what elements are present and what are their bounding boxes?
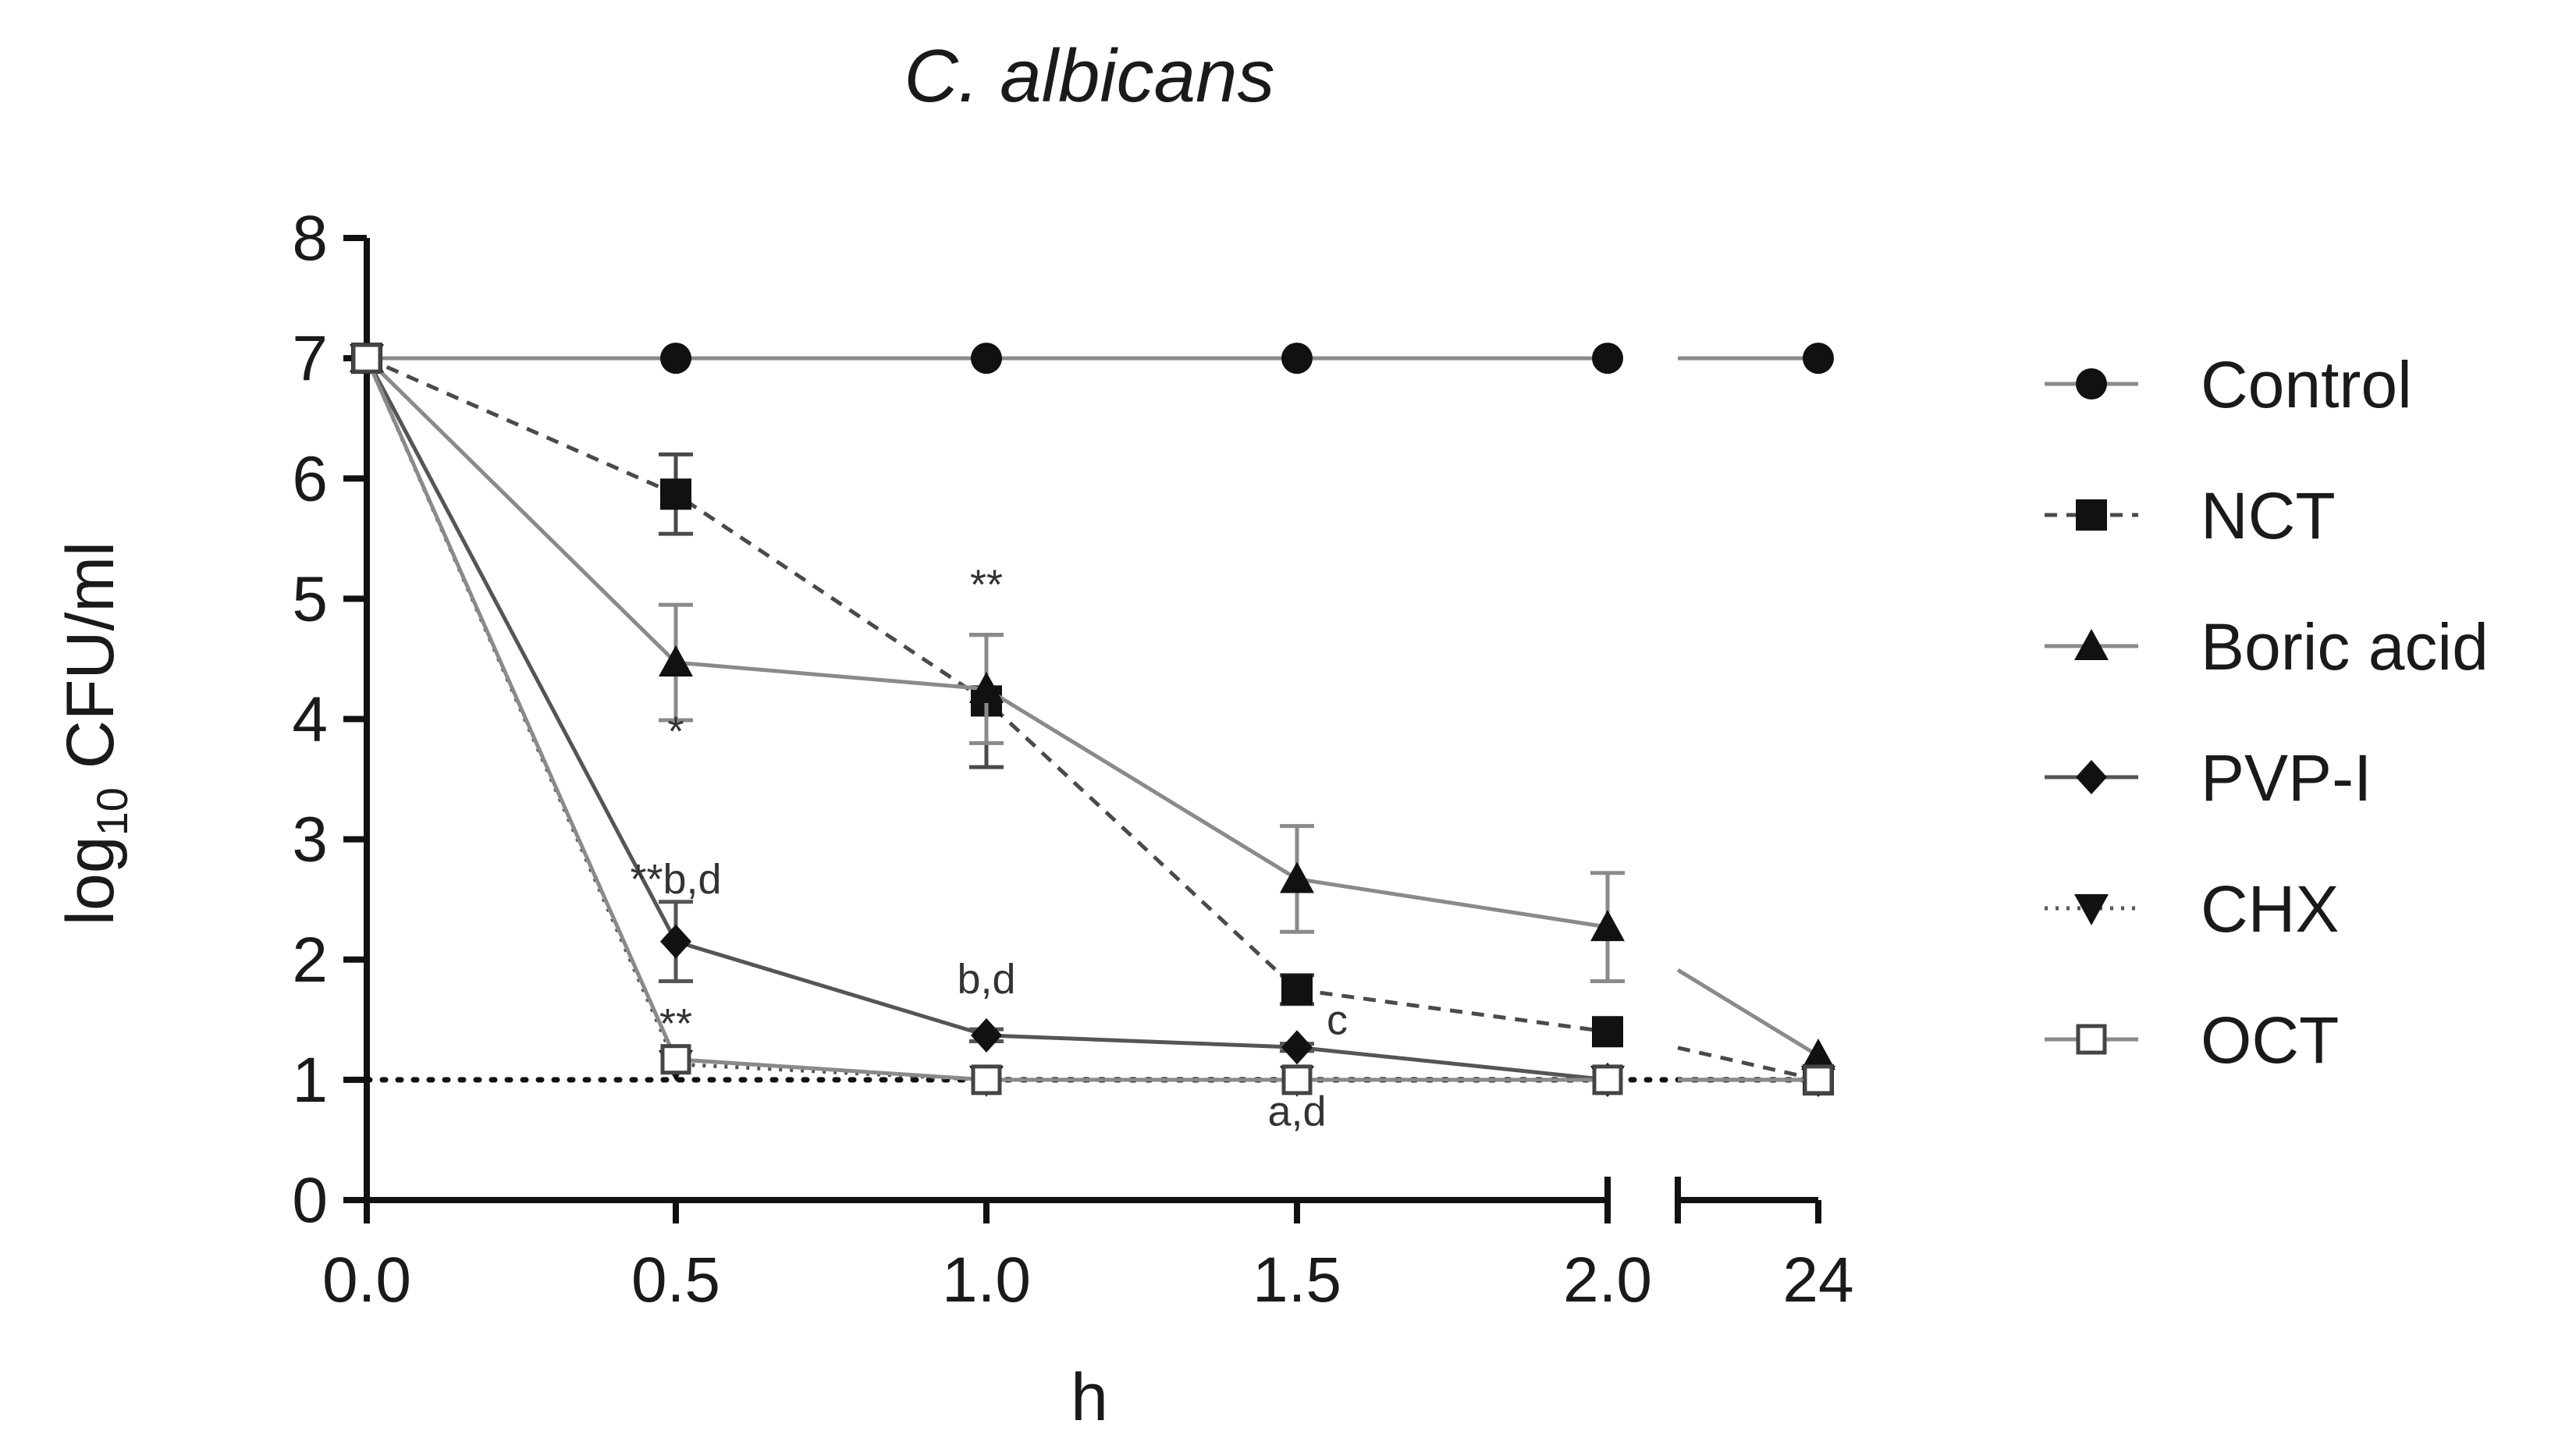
x-tick-label: 1.0 (942, 1245, 1031, 1316)
data-point (2076, 1024, 2107, 1055)
x-tick-label: 0.5 (631, 1245, 720, 1316)
legend-item: NCT (2045, 479, 2336, 552)
y-tick-label: 5 (292, 563, 328, 634)
annotation-label: * (667, 708, 684, 755)
x-tick-label: 1.5 (1253, 1245, 1341, 1316)
y-tick-label: 6 (292, 443, 328, 514)
x-tick-label: 0.0 (322, 1245, 411, 1316)
data-point (971, 1017, 1002, 1053)
y-axis-label: log10 CFU/ml (53, 542, 137, 925)
legend-item: CHX (2045, 872, 2339, 946)
data-point (2076, 368, 2107, 400)
annotation-label: c (1327, 996, 1348, 1043)
series-control (351, 343, 1834, 375)
data-point (1801, 1039, 1835, 1071)
y-tick-label: 8 (292, 203, 328, 274)
svg-text:log10 CFU/ml: log10 CFU/ml (53, 542, 137, 925)
data-point (2076, 760, 2107, 794)
x-axis-label: h (1071, 1360, 1108, 1435)
series-line (1676, 968, 1820, 1058)
y-axis-label-main: log (53, 836, 128, 925)
data-point (1803, 1064, 1834, 1096)
series-layer (350, 341, 1835, 1097)
legend-label: PVP-I (2201, 741, 2372, 815)
annotation-label: ** (970, 561, 1003, 608)
y-tick-label: 0 (292, 1165, 328, 1236)
data-point (1281, 1030, 1313, 1065)
x-tick-label: 24 (1782, 1245, 1853, 1316)
data-point (2074, 894, 2109, 925)
data-point (1803, 343, 1834, 375)
data-point (660, 343, 691, 375)
annotation-label: **b,d (630, 856, 721, 903)
y-tick-label: 1 (292, 1045, 328, 1116)
data-point (1592, 1016, 1623, 1048)
data-point (971, 343, 1002, 375)
legend-item: PVP-I (2045, 741, 2372, 815)
data-point (659, 645, 693, 677)
series-oct (351, 343, 1834, 1096)
annotation-label: ** (659, 1000, 692, 1047)
y-axis-label-rest: CFU/ml (53, 542, 128, 787)
data-point (2076, 499, 2107, 531)
legend-item: OCT (2045, 1003, 2339, 1077)
legend-label: CHX (2201, 872, 2339, 946)
data-point (1281, 1064, 1313, 1096)
x-axis: 0.0 0.5 1.0 1.5 2.0 24 (322, 1177, 1854, 1316)
data-point (660, 1044, 691, 1075)
legend: Control NCT Boric acid PVP-I CHX OCT (2045, 348, 2489, 1077)
data-point (660, 924, 691, 959)
x-tick-label: 2.0 (1563, 1245, 1652, 1316)
y-tick-label: 2 (292, 925, 328, 996)
annotation-layer: *****b,d**b,dca,d (630, 561, 1348, 1135)
data-point (2074, 629, 2109, 660)
data-point (1281, 974, 1313, 1006)
y-tick-label: 7 (292, 323, 328, 394)
y-tick-label: 4 (292, 684, 328, 755)
data-point (1592, 1064, 1623, 1096)
data-point (971, 1064, 1002, 1096)
series-chx (350, 344, 1835, 1097)
data-point (1590, 910, 1625, 942)
y-axis: 0 1 2 3 4 5 6 7 8 (292, 203, 370, 1236)
annotation-label: b,d (957, 956, 1015, 1003)
legend-label: NCT (2201, 479, 2336, 552)
y-tick-label: 3 (292, 804, 328, 875)
chart-title: C. albicans (904, 34, 1275, 118)
legend-item: Control (2045, 348, 2412, 421)
data-point (1280, 861, 1314, 893)
legend-label: Control (2201, 348, 2412, 421)
legend-label: OCT (2201, 1003, 2339, 1077)
annotation-label: a,d (1267, 1088, 1326, 1135)
series-line (1677, 1046, 1819, 1082)
legend-label: Boric acid (2201, 610, 2489, 684)
data-point (969, 671, 1004, 703)
data-point (1592, 343, 1623, 375)
y-axis-label-sub: 10 (87, 787, 137, 836)
data-point (660, 478, 691, 510)
data-point (1281, 343, 1313, 375)
legend-item: Boric acid (2045, 610, 2489, 684)
series-pvp-i (351, 341, 1834, 1097)
data-point (351, 343, 382, 374)
